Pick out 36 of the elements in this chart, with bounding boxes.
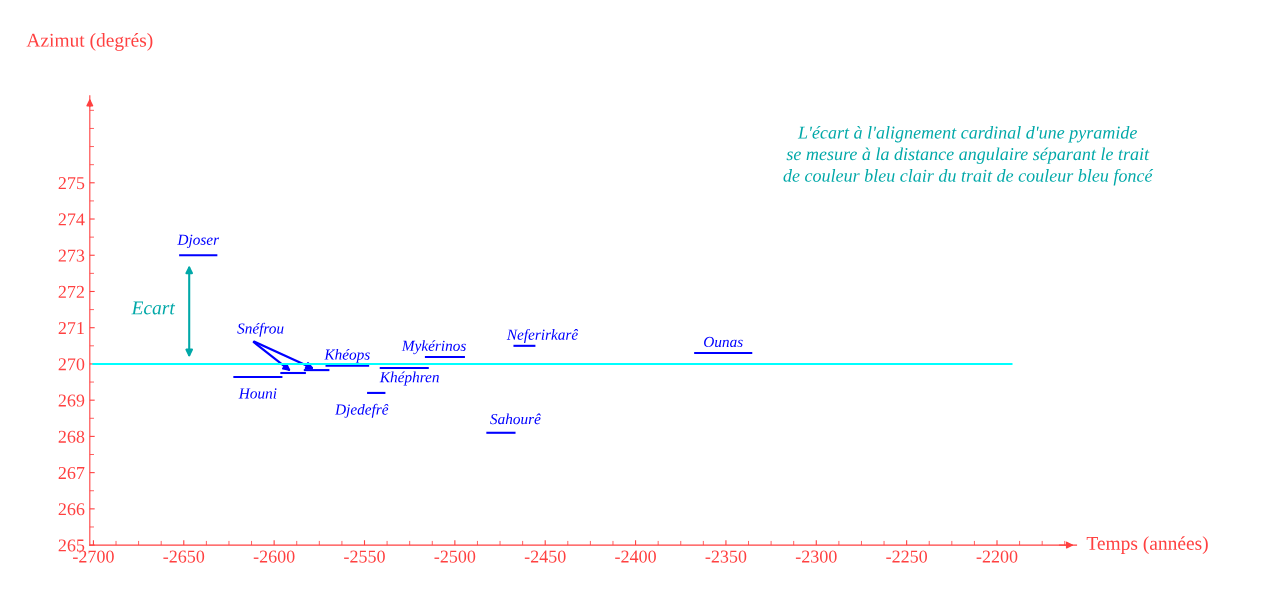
y-tick-label: 274	[58, 213, 85, 226]
y-tick-label: 265	[58, 539, 85, 552]
annotation: L'écart à l'alignement cardinal d'une pyramide se mesure à la distance angulaire séparant le trait de couleur bleu clair du trait de couleur bleu foncé	[783, 125, 1154, 186]
x-tick-label: -2450	[524, 550, 566, 563]
y-tick-label: 269	[58, 394, 85, 407]
y-tick-label: 266	[58, 503, 85, 516]
series-label: Sahourê	[490, 413, 541, 425]
series-label: Djedefrê	[334, 403, 389, 418]
y-tick-label: 270	[58, 358, 85, 371]
series-label: Ounas	[704, 336, 743, 348]
x-tick-label: -2500	[434, 550, 476, 563]
series-label: Houni	[238, 388, 277, 399]
series-label: Khéphren	[379, 371, 439, 386]
y-tick-label: 268	[58, 430, 85, 443]
series-label: Mykérinos	[401, 340, 466, 355]
y-tick-label: 267	[58, 466, 85, 480]
annotation: Ecart	[131, 301, 176, 315]
y-tick-label: 272	[58, 285, 84, 298]
x-axis-title: Temps (années)	[1086, 536, 1208, 554]
x-tick-label: -2600	[253, 550, 295, 563]
x-tick-label: -2200	[976, 550, 1018, 563]
x-tick-label: -2400	[615, 550, 656, 563]
x-tick-label: -2300	[795, 550, 837, 563]
x-tick-label: -2550	[344, 550, 385, 563]
y-axis-title: Azimut (degrés)	[26, 33, 153, 51]
y-tick-label: 275	[58, 177, 85, 190]
series-label: Neferirkarê	[506, 328, 579, 343]
x-tick-label: -2250	[886, 550, 928, 563]
text: Snéfrou	[237, 322, 284, 337]
y-tick-label: 271	[58, 322, 84, 334]
legend-label: Khéops	[324, 348, 370, 363]
x-tick-label: -2350	[705, 550, 747, 563]
series-label: Djoser	[177, 234, 220, 249]
y-tick-label: 273	[58, 249, 85, 262]
x-tick-label: -2650	[163, 550, 205, 563]
x-tick-label: -2700	[73, 550, 114, 563]
